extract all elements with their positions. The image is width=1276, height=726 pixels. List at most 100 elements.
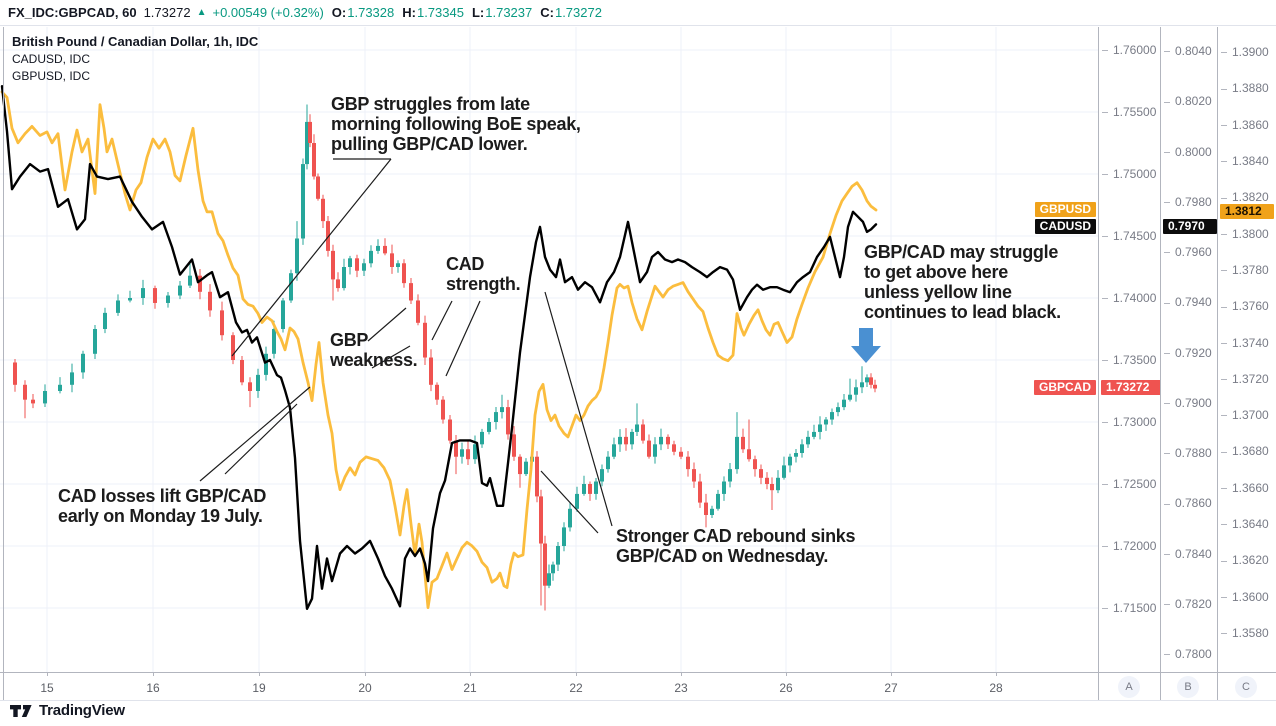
annotation-cad-losses[interactable]: CAD losses lift GBP/CAD early on Monday … [58, 486, 267, 526]
scale-b-border [1160, 27, 1161, 700]
direction-up-icon: ▲ [196, 7, 207, 18]
price-tick-gbpcad: 1.73000 [1102, 415, 1156, 429]
symbol-info-bar[interactable]: FX_IDC:GBPCAD, 60 1.73272 ▲ +0.00549 (+0… [0, 0, 1276, 26]
price-tick-cadusd: 0.7880 [1164, 446, 1212, 460]
price-tick-gbpusd: 1.3820 [1221, 190, 1269, 204]
price-tick-cadusd: 0.7960 [1164, 245, 1212, 259]
scale-toggle-button-c[interactable]: C [1235, 676, 1257, 698]
time-tick [996, 672, 997, 676]
scale-toggle-button-b[interactable]: B [1177, 676, 1199, 698]
price-tick-cadusd: 0.7940 [1164, 295, 1212, 309]
high-label: H: [402, 5, 416, 20]
legend-overlay-cadusd[interactable]: CADUSD, IDC [12, 52, 91, 66]
annotation-callout-line [544, 291, 613, 527]
symbol-title[interactable]: FX_IDC:GBPCAD, 60 [8, 5, 137, 20]
time-label: 26 [779, 681, 793, 695]
price-tick-cadusd: 0.7820 [1164, 597, 1212, 611]
price-tick-gbpcad: 1.72500 [1102, 477, 1156, 491]
price-tick-gbpcad: 1.74000 [1102, 291, 1156, 305]
price-tick-gbpcad: 1.71500 [1102, 601, 1156, 615]
annotation-boe-speak[interactable]: GBP struggles from late morning followin… [331, 94, 581, 154]
price-tick-gbpcad: 1.73500 [1102, 353, 1156, 367]
down-arrow-icon [851, 328, 881, 363]
low-value: 1.73237 [485, 5, 533, 20]
annotation-cad-rebound[interactable]: Stronger CAD rebound sinks GBP/CAD on We… [616, 526, 856, 566]
plot-left-border [3, 27, 4, 700]
price-tick-cadusd: 0.8040 [1164, 44, 1212, 58]
gbpcad-series-badge[interactable]: GBPCAD [1033, 380, 1096, 396]
price-tick-cadusd: 0.7800 [1164, 647, 1212, 661]
annotation-callout-line [199, 386, 311, 482]
price-tick-cadusd: 0.7860 [1164, 496, 1212, 510]
gbpcad-price-badge: 1.73272 [1101, 380, 1161, 396]
open-value: 1.73328 [347, 5, 395, 20]
time-tick [576, 672, 577, 676]
price-tick-gbpcad: 1.76000 [1102, 43, 1156, 57]
time-tick [891, 672, 892, 676]
time-tick [365, 672, 366, 676]
time-tick [259, 672, 260, 676]
cadusd-series-badge[interactable]: CADUSD [1034, 219, 1096, 235]
cadusd-line [0, 84, 878, 610]
last-price: 1.73272 [143, 5, 191, 20]
time-tick [47, 672, 48, 676]
scale-a-border [1098, 27, 1099, 700]
annotation-gbp-weakness[interactable]: GBP weakness. [330, 330, 418, 370]
price-tick-cadusd: 0.7920 [1164, 346, 1212, 360]
price-change: +0.00549 (+0.32%) [212, 5, 324, 20]
gbpusd-price-badge: 1.3812 [1220, 203, 1274, 219]
tradingview-logo[interactable]: TradingView [10, 702, 125, 719]
tradingview-logo-text: TradingView [39, 702, 125, 719]
price-tick-gbpusd: 1.3740 [1221, 336, 1269, 350]
time-label: 16 [146, 681, 160, 695]
price-tick-gbpusd: 1.3860 [1221, 118, 1269, 132]
low-label: L: [471, 5, 485, 20]
time-tick [786, 672, 787, 676]
gbpusd-line [0, 90, 878, 609]
price-tick-gbpusd: 1.3580 [1221, 626, 1269, 640]
price-tick-cadusd: 0.7900 [1164, 396, 1212, 410]
close-value: 1.73272 [554, 5, 602, 20]
open-label: O: [331, 5, 347, 20]
annotation-callout-line [231, 158, 392, 357]
price-tick-gbpusd: 1.3840 [1221, 154, 1269, 168]
legend-main-symbol[interactable]: British Pound / Canadian Dollar, 1h, IDC [12, 34, 259, 49]
price-tick-gbpcad: 1.75500 [1102, 105, 1156, 119]
time-label: 20 [358, 681, 372, 695]
price-tick-cadusd: 0.7980 [1164, 195, 1212, 209]
time-label: 21 [463, 681, 477, 695]
price-tick-gbpcad: 1.75000 [1102, 167, 1156, 181]
scale-c-border [1217, 27, 1218, 700]
annotation-callout-line [371, 345, 411, 369]
annotation-callout-line [445, 300, 481, 377]
price-tick-cadusd: 0.8000 [1164, 145, 1212, 159]
price-tick-gbpusd: 1.3760 [1221, 299, 1269, 313]
time-label: 23 [674, 681, 688, 695]
time-tick [681, 672, 682, 676]
price-tick-gbpusd: 1.3900 [1221, 45, 1269, 59]
price-tick-gbpusd: 1.3780 [1221, 263, 1269, 277]
close-label: C: [540, 5, 554, 20]
annotation-resistance[interactable]: GBP/CAD may struggle to get above here u… [864, 242, 1061, 322]
price-tick-gbpusd: 1.3720 [1221, 372, 1269, 386]
price-tick-gbpusd: 1.3600 [1221, 590, 1269, 604]
annotation-callout-line [224, 403, 298, 475]
annotation-callout-line [367, 307, 407, 342]
time-label: 15 [40, 681, 54, 695]
scale-toggle-button-a[interactable]: A [1118, 676, 1140, 698]
price-tick-gbpusd: 1.3800 [1221, 227, 1269, 241]
price-tick-gbpusd: 1.3660 [1221, 481, 1269, 495]
price-tick-cadusd: 0.7840 [1164, 547, 1212, 561]
time-label: 19 [252, 681, 266, 695]
high-value: 1.73345 [416, 5, 464, 20]
price-tick-cadusd: 0.8020 [1164, 94, 1212, 108]
time-tick [470, 672, 471, 676]
price-tick-gbpcad: 1.74500 [1102, 229, 1156, 243]
time-label: 28 [989, 681, 1003, 695]
legend-overlay-gbpusd[interactable]: GBPUSD, IDC [12, 69, 91, 83]
gbpusd-series-badge[interactable]: GBPUSD [1034, 201, 1096, 217]
annotation-callout-line [431, 300, 453, 341]
annotation-cad-strength[interactable]: CAD strength. [446, 254, 521, 294]
